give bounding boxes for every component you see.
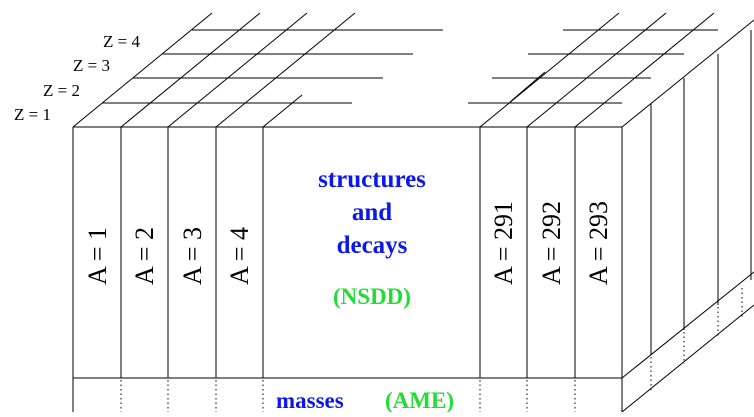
- column-label-a1: A = 1: [83, 227, 112, 285]
- side-face: [621, 30, 754, 413]
- column-label-a2: A = 2: [130, 227, 159, 285]
- z-label-2: Z = 2: [43, 81, 80, 100]
- z-label-1: Z = 1: [14, 105, 51, 124]
- z-label-3: Z = 3: [73, 56, 110, 75]
- ame-label: (AME): [385, 388, 454, 412]
- center-line-decays: decays: [337, 232, 408, 259]
- z-layer-grid: [72, 12, 754, 128]
- column-label-a291: A = 291: [489, 201, 518, 285]
- z-labels: Z = 1 Z = 2 Z = 3 Z = 4: [14, 32, 140, 124]
- column-label-a4: A = 4: [225, 227, 254, 285]
- column-label-a293: A = 293: [584, 201, 613, 285]
- z-label-4: Z = 4: [103, 32, 140, 51]
- masses-label: masses (AME): [276, 388, 454, 413]
- center-label: structures and decays (NSDD): [318, 166, 426, 309]
- right-column-labels: A = 291 A = 292 A = 293: [489, 201, 613, 285]
- masses-text: masses: [276, 388, 344, 412]
- column-label-a3: A = 3: [178, 227, 207, 285]
- center-line-structures: structures: [318, 166, 426, 193]
- center-line-and: and: [352, 199, 392, 226]
- front-face: [72, 126, 623, 412]
- column-label-a292: A = 292: [537, 201, 566, 285]
- left-column-labels: A = 1 A = 2 A = 3 A = 4: [83, 227, 254, 285]
- nsdd-label: (NSDD): [333, 284, 411, 309]
